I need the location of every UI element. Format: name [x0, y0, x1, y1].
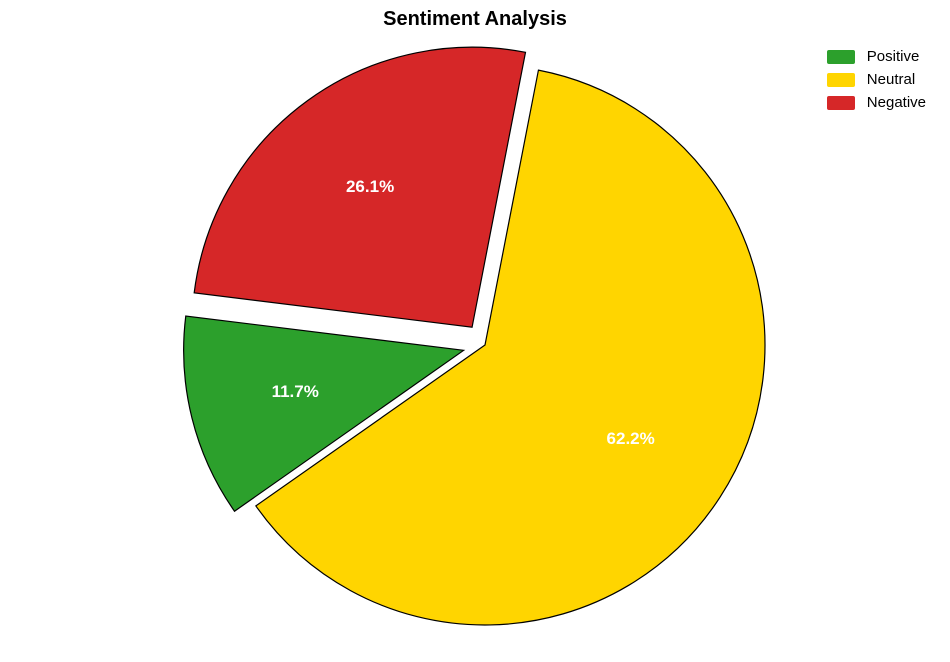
slice-label-neutral: 62.2%	[607, 429, 655, 449]
legend-label-positive: Positive	[867, 48, 920, 65]
sentiment-pie-chart: Sentiment Analysis Positive Neutral Nega…	[0, 0, 950, 662]
legend-item-neutral: Neutral	[827, 71, 926, 88]
legend-label-negative: Negative	[867, 94, 926, 111]
legend-item-positive: Positive	[827, 48, 926, 65]
legend: Positive Neutral Negative	[827, 48, 926, 117]
legend-item-negative: Negative	[827, 94, 926, 111]
slice-label-positive: 11.7%	[272, 382, 319, 402]
legend-swatch-neutral	[827, 73, 855, 87]
slice-label-negative: 26.1%	[346, 177, 394, 197]
legend-swatch-positive	[827, 50, 855, 64]
pie-svg	[0, 0, 950, 662]
legend-label-neutral: Neutral	[867, 71, 915, 88]
legend-swatch-negative	[827, 96, 855, 110]
